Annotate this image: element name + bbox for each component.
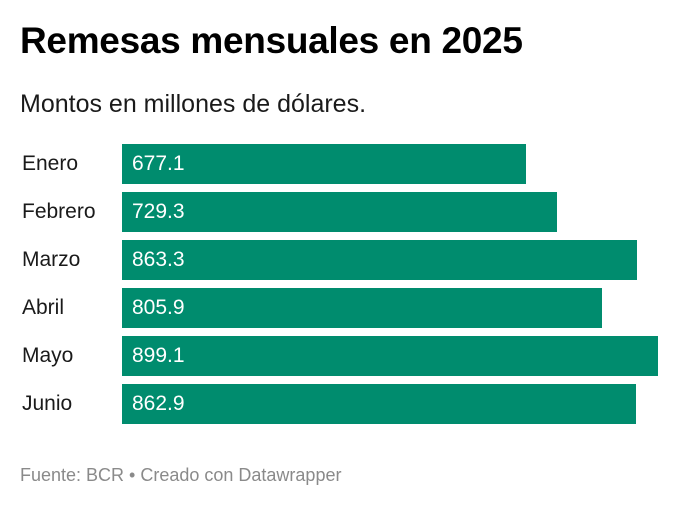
- bar-row: Enero 677.1: [20, 144, 660, 184]
- bar-value-label: 805.9: [132, 296, 185, 319]
- bar-row: Mayo 899.1: [20, 336, 660, 376]
- bar-value-label: 729.3: [132, 200, 185, 223]
- category-label: Febrero: [22, 200, 96, 223]
- bar: [122, 384, 636, 424]
- chart-footer: Fuente: BCR • Creado con Datawrapper: [20, 465, 342, 485]
- bar-value-label: 899.1: [132, 344, 185, 367]
- chart-title: Remesas mensuales en 2025: [20, 20, 523, 61]
- category-label: Junio: [22, 392, 73, 415]
- bar: [122, 288, 602, 328]
- bar-value-label: 862.9: [132, 392, 185, 415]
- category-label: Abril: [22, 296, 65, 319]
- chart-subtitle: Montos en millones de dólares.: [20, 90, 367, 118]
- bar-row: Marzo 863.3: [20, 240, 660, 280]
- bar-row: Abril 805.9: [20, 288, 660, 328]
- bar-value-label: 863.3: [132, 248, 185, 271]
- bar-row: Febrero 729.3: [20, 192, 660, 232]
- bar: [122, 240, 637, 280]
- bar: [122, 144, 526, 184]
- bar: [122, 336, 658, 376]
- category-label: Marzo: [22, 248, 81, 271]
- bar-value-label: 677.1: [132, 152, 185, 175]
- category-label: Enero: [22, 152, 79, 175]
- bar-row: Junio 862.9: [20, 384, 660, 424]
- category-label: Mayo: [22, 344, 74, 367]
- bar: [122, 192, 557, 232]
